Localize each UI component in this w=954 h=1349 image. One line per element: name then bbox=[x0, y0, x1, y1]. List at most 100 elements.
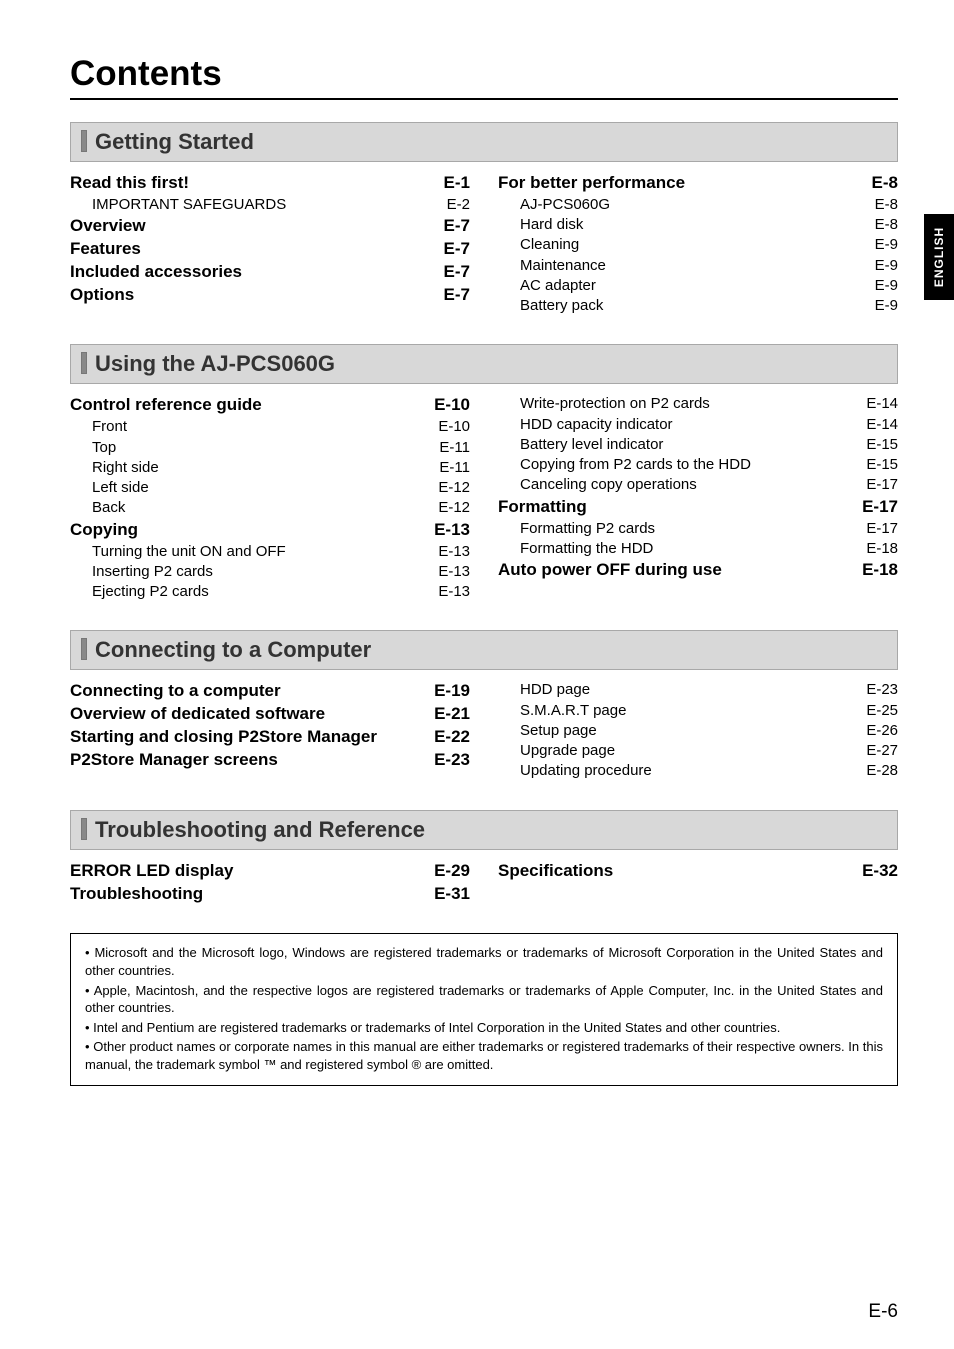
toc-entry-label: Right side bbox=[70, 458, 414, 478]
toc-entry-page: E-13 bbox=[414, 562, 470, 582]
toc-column-right: HDD pageE-23S.M.A.R.T pageE-25Setup page… bbox=[498, 680, 898, 781]
toc-entry-label: Copying from P2 cards to the HDD bbox=[498, 455, 842, 475]
language-tab-label: ENGLISH bbox=[932, 227, 946, 287]
toc-entry-label: Left side bbox=[70, 478, 414, 498]
toc-entry-main: OptionsE-7 bbox=[70, 284, 470, 307]
toc-entry-page: E-26 bbox=[842, 721, 898, 741]
toc-entry-page: E-15 bbox=[842, 455, 898, 475]
toc-entry-label: Overview of dedicated software bbox=[70, 703, 414, 726]
toc-entry-page: E-9 bbox=[842, 276, 898, 296]
toc-entry-label: Top bbox=[70, 438, 414, 458]
toc-entry-sub: Formatting the HDDE-18 bbox=[498, 539, 898, 559]
toc-entry-main: OverviewE-7 bbox=[70, 215, 470, 238]
toc-entry-label: Formatting bbox=[498, 496, 842, 519]
toc-entry-sub: BackE-12 bbox=[70, 498, 470, 518]
section-header-label: Using the AJ-PCS060G bbox=[95, 351, 335, 376]
toc-entry-main: P2Store Manager screensE-23 bbox=[70, 749, 470, 772]
toc-entry-page: E-8 bbox=[842, 215, 898, 235]
toc-entry-sub: Formatting P2 cardsE-17 bbox=[498, 519, 898, 539]
toc-entry-sub: Setup pageE-26 bbox=[498, 721, 898, 741]
toc-entry-label: Updating procedure bbox=[498, 761, 842, 781]
trademark-line: • Apple, Macintosh, and the respective l… bbox=[85, 982, 883, 1017]
toc-entry-page: E-9 bbox=[842, 256, 898, 276]
section-columns: Connecting to a computerE-19Overview of … bbox=[70, 680, 898, 781]
toc-entry-main: Starting and closing P2Store ManagerE-22 bbox=[70, 726, 470, 749]
section-header: Getting Started bbox=[70, 122, 898, 162]
toc-entry-label: Back bbox=[70, 498, 414, 518]
toc-entry-page: E-17 bbox=[842, 496, 898, 519]
toc-entry-label: HDD capacity indicator bbox=[498, 415, 842, 435]
toc-column-right: For better performanceE-8AJ-PCS060GE-8Ha… bbox=[498, 172, 898, 316]
toc-sections: Getting Started Read this first!E-1IMPORT… bbox=[70, 122, 898, 905]
toc-entry-main: Auto power OFF during useE-18 bbox=[498, 559, 898, 582]
toc-entry-page: E-27 bbox=[842, 741, 898, 761]
toc-entry-page: E-1 bbox=[414, 172, 470, 195]
trademark-notice: • Microsoft and the Microsoft logo, Wind… bbox=[70, 933, 898, 1086]
toc-entry-sub: Battery level indicatorE-15 bbox=[498, 435, 898, 455]
toc-entry-page: E-19 bbox=[414, 680, 470, 703]
section-header: Connecting to a Computer bbox=[70, 630, 898, 670]
toc-entry-label: Read this first! bbox=[70, 172, 414, 195]
section-columns: Control reference guideE-10FrontE-10TopE… bbox=[70, 394, 898, 602]
toc-entry-main: FeaturesE-7 bbox=[70, 238, 470, 261]
toc-entry-page: E-8 bbox=[842, 195, 898, 215]
toc-entry-page: E-31 bbox=[414, 883, 470, 906]
toc-entry-page: E-11 bbox=[414, 438, 470, 458]
toc-entry-label: Auto power OFF during use bbox=[498, 559, 842, 582]
toc-entry-page: E-14 bbox=[842, 394, 898, 414]
toc-entry-page: E-10 bbox=[414, 394, 470, 417]
toc-entry-page: E-10 bbox=[414, 417, 470, 437]
toc-entry-sub: IMPORTANT SAFEGUARDSE-2 bbox=[70, 195, 470, 215]
toc-entry-main: Overview of dedicated softwareE-21 bbox=[70, 703, 470, 726]
toc-entry-page: E-7 bbox=[414, 261, 470, 284]
toc-entry-label: Ejecting P2 cards bbox=[70, 582, 414, 602]
toc-column-left: ERROR LED displayE-29TroubleshootingE-31 bbox=[70, 860, 470, 906]
toc-entry-label: Hard disk bbox=[498, 215, 842, 235]
toc-entry-label: Front bbox=[70, 417, 414, 437]
toc-entry-label: Copying bbox=[70, 519, 414, 542]
toc-entry-page: E-17 bbox=[842, 519, 898, 539]
toc-entry-sub: Copying from P2 cards to the HDDE-15 bbox=[498, 455, 898, 475]
toc-entry-sub: Battery packE-9 bbox=[498, 296, 898, 316]
toc-entry-page: E-13 bbox=[414, 519, 470, 542]
section-stripe-icon bbox=[81, 818, 87, 840]
toc-entry-main: TroubleshootingE-31 bbox=[70, 883, 470, 906]
title-underline bbox=[70, 98, 898, 100]
toc-entry-sub: Hard diskE-8 bbox=[498, 215, 898, 235]
toc-entry-main: SpecificationsE-32 bbox=[498, 860, 898, 883]
toc-entry-sub: Updating procedureE-28 bbox=[498, 761, 898, 781]
toc-entry-page: E-29 bbox=[414, 860, 470, 883]
toc-column-right: SpecificationsE-32 bbox=[498, 860, 898, 906]
toc-entry-page: E-18 bbox=[842, 559, 898, 582]
toc-entry-page: E-9 bbox=[842, 235, 898, 255]
section-columns: ERROR LED displayE-29TroubleshootingE-31… bbox=[70, 860, 898, 906]
toc-entry-label: ERROR LED display bbox=[70, 860, 414, 883]
toc-entry-sub: MaintenanceE-9 bbox=[498, 256, 898, 276]
toc-entry-sub: TopE-11 bbox=[70, 438, 470, 458]
toc-entry-label: Options bbox=[70, 284, 414, 307]
toc-entry-label: Battery pack bbox=[498, 296, 842, 316]
toc-entry-label: S.M.A.R.T page bbox=[498, 701, 842, 721]
toc-entry-sub: AJ-PCS060GE-8 bbox=[498, 195, 898, 215]
toc-entry-page: E-15 bbox=[842, 435, 898, 455]
toc-entry-page: E-13 bbox=[414, 582, 470, 602]
toc-entry-label: Formatting P2 cards bbox=[498, 519, 842, 539]
section-stripe-icon bbox=[81, 352, 87, 374]
toc-entry-label: AC adapter bbox=[498, 276, 842, 296]
toc-entry-label: Connecting to a computer bbox=[70, 680, 414, 703]
toc-entry-label: P2Store Manager screens bbox=[70, 749, 414, 772]
toc-entry-sub: Left sideE-12 bbox=[70, 478, 470, 498]
trademark-line: • Microsoft and the Microsoft logo, Wind… bbox=[85, 944, 883, 979]
toc-entry-page: E-22 bbox=[414, 726, 470, 749]
toc-entry-page: E-17 bbox=[842, 475, 898, 495]
toc-entry-sub: Inserting P2 cardsE-13 bbox=[70, 562, 470, 582]
toc-entry-page: E-13 bbox=[414, 542, 470, 562]
toc-entry-label: Upgrade page bbox=[498, 741, 842, 761]
toc-entry-label: Control reference guide bbox=[70, 394, 414, 417]
toc-entry-label: Canceling copy operations bbox=[498, 475, 842, 495]
toc-entry-label: Starting and closing P2Store Manager bbox=[70, 726, 414, 749]
section-header-label: Troubleshooting and Reference bbox=[95, 817, 425, 842]
toc-entry-sub: FrontE-10 bbox=[70, 417, 470, 437]
toc-column-left: Control reference guideE-10FrontE-10TopE… bbox=[70, 394, 470, 602]
toc-column-right: Write-protection on P2 cardsE-14HDD capa… bbox=[498, 394, 898, 602]
